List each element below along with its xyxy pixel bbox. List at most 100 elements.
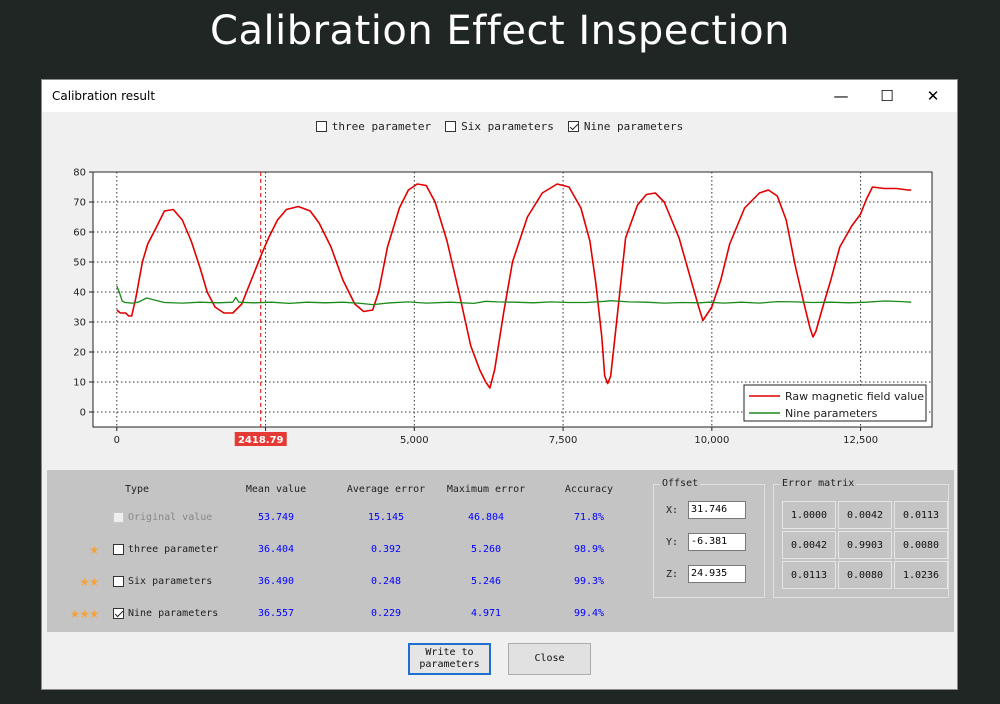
row-type[interactable]: Nine parameters bbox=[113, 608, 218, 619]
offset-x-row: X: 31.746 bbox=[666, 501, 747, 519]
title-bar: Calibration result — ☐ ✕ bbox=[42, 80, 957, 112]
six-parameters-checkbox[interactable] bbox=[445, 121, 457, 132]
series-toggle-bar: three parameter Six parameters Nine para… bbox=[42, 120, 957, 133]
legend-label: Nine parameters bbox=[785, 407, 878, 420]
y-tick-label: 50 bbox=[73, 258, 86, 269]
star-rating-icon: ★ bbox=[89, 539, 99, 558]
three-parameter-row-checkbox[interactable] bbox=[113, 544, 124, 555]
nine-parameters-checkbox[interactable] bbox=[567, 121, 579, 132]
toggle-six-parameters[interactable]: Six parameters bbox=[445, 120, 554, 133]
offset-x-field[interactable]: 31.746 bbox=[688, 501, 747, 519]
header-type: Type bbox=[124, 484, 150, 495]
y-tick-label: 0 bbox=[80, 408, 86, 419]
offset-z-field[interactable]: 24.935 bbox=[688, 565, 747, 583]
result-row-original: Original value 53.749 15.145 46.804 71.8… bbox=[47, 508, 647, 528]
offset-group: Offset X: 31.746 Y: -6.381 Z: 24.935 bbox=[653, 478, 765, 598]
header-average-error: Average error bbox=[346, 484, 426, 495]
average-error: 15.145 bbox=[367, 512, 405, 523]
row-type[interactable]: three parameter bbox=[113, 544, 218, 555]
header-mean-value: Mean value bbox=[245, 484, 307, 495]
offset-y-label: Y: bbox=[666, 536, 679, 548]
accuracy: 98.9% bbox=[573, 544, 605, 555]
row-type-label: Nine parameters bbox=[128, 608, 219, 619]
offset-x-label: X: bbox=[666, 504, 679, 516]
average-error: 0.248 bbox=[370, 576, 402, 587]
offset-y-field[interactable]: -6.381 bbox=[688, 533, 747, 551]
toggle-label: Nine parameters bbox=[583, 120, 684, 133]
star-rating-icon: ★★★ bbox=[70, 603, 99, 622]
matrix-cell: 0.0113 bbox=[782, 561, 836, 589]
six-parameters-row-checkbox[interactable] bbox=[113, 576, 124, 587]
maximum-error: 5.246 bbox=[470, 576, 502, 587]
toggle-label: three parameter bbox=[331, 120, 432, 133]
result-row-nine-parameters: ★★★ Nine parameters 36.557 0.229 4.971 9… bbox=[47, 604, 647, 624]
original-value-checkbox[interactable] bbox=[113, 512, 124, 523]
offset-y-row: Y: -6.381 bbox=[666, 533, 747, 551]
results-panel: Type Mean value Average error Maximum er… bbox=[47, 470, 954, 632]
toggle-label: Six parameters bbox=[461, 120, 554, 133]
header-maximum-error: Maximum error bbox=[446, 484, 526, 495]
matrix-cell: 0.0113 bbox=[894, 501, 948, 529]
maximum-error: 5.260 bbox=[470, 544, 502, 555]
mean-value: 36.557 bbox=[257, 608, 295, 619]
y-tick-label: 10 bbox=[73, 378, 86, 389]
nine-parameters-row-checkbox[interactable] bbox=[113, 608, 124, 619]
maximize-button[interactable]: ☐ bbox=[880, 87, 894, 105]
rating: ★ bbox=[47, 540, 99, 560]
calibration-result-window: Calibration result — ☐ ✕ three parameter… bbox=[41, 79, 958, 690]
row-type[interactable]: Six parameters bbox=[113, 576, 212, 587]
write-to-parameters-button[interactable]: Write to parameters bbox=[408, 643, 491, 675]
window-title: Calibration result bbox=[52, 89, 156, 103]
matrix-cell: 0.0042 bbox=[838, 501, 892, 529]
average-error: 0.229 bbox=[370, 608, 402, 619]
y-tick-label: 40 bbox=[73, 288, 86, 299]
offset-z-label: Z: bbox=[666, 568, 679, 580]
x-tick-label: 12,500 bbox=[843, 435, 878, 446]
toggle-three-parameter[interactable]: three parameter bbox=[315, 120, 432, 133]
result-row-three-parameter: ★ three parameter 36.404 0.392 5.260 98.… bbox=[47, 540, 647, 560]
y-tick-label: 30 bbox=[73, 318, 86, 329]
toggle-nine-parameters[interactable]: Nine parameters bbox=[567, 120, 684, 133]
row-type-label: three parameter bbox=[128, 544, 219, 555]
x-tick-label: 5,000 bbox=[400, 435, 429, 446]
minimize-button[interactable]: — bbox=[833, 87, 849, 105]
raw-magnetic-series-line bbox=[116, 183, 912, 389]
three-parameter-checkbox[interactable] bbox=[315, 121, 327, 132]
maximum-error: 4.971 bbox=[470, 608, 502, 619]
rating: ★★ bbox=[47, 572, 99, 592]
accuracy: 99.4% bbox=[573, 608, 605, 619]
nine-parameters-series-line bbox=[116, 285, 912, 306]
matrix-cell: 0.0080 bbox=[838, 561, 892, 589]
y-tick-label: 20 bbox=[73, 348, 86, 359]
mean-value: 36.490 bbox=[257, 576, 295, 587]
error-matrix-label: Error matrix bbox=[780, 478, 857, 489]
matrix-cell: 1.0236 bbox=[894, 561, 948, 589]
row-type[interactable]: Original value bbox=[113, 512, 212, 523]
row-type-label: Six parameters bbox=[128, 576, 213, 587]
cursor-label: 2418.79 bbox=[238, 435, 284, 446]
offset-z-row: Z: 24.935 bbox=[666, 565, 747, 583]
legend-label: Raw magnetic field value bbox=[785, 390, 924, 403]
accuracy: 99.3% bbox=[573, 576, 605, 587]
close-window-button[interactable]: ✕ bbox=[926, 87, 940, 105]
cursor-label-bg bbox=[234, 432, 287, 446]
row-type-label: Original value bbox=[128, 512, 213, 523]
page-title: Calibration Effect Inspection bbox=[210, 8, 790, 54]
y-tick-label: 70 bbox=[73, 198, 86, 209]
legend-box bbox=[743, 384, 927, 422]
y-tick-label: 60 bbox=[73, 228, 86, 239]
matrix-cell: 0.9903 bbox=[838, 531, 892, 559]
result-row-six-parameters: ★★ Six parameters 36.490 0.248 5.246 99.… bbox=[47, 572, 647, 592]
close-button[interactable]: Close bbox=[508, 643, 591, 675]
y-tick-label: 80 bbox=[73, 168, 86, 179]
matrix-cell: 0.0042 bbox=[782, 531, 836, 559]
x-tick-label: 10,000 bbox=[694, 435, 729, 446]
matrix-cell: 0.0080 bbox=[894, 531, 948, 559]
rating: ★★★ bbox=[47, 604, 99, 624]
maximum-error: 46.804 bbox=[467, 512, 505, 523]
header-accuracy: Accuracy bbox=[564, 484, 614, 495]
x-tick-label: 0 bbox=[114, 435, 120, 446]
error-matrix-group: Error matrix 1.0000 0.0042 0.0113 0.0042… bbox=[773, 478, 949, 598]
calibration-chart[interactable]: 02,5005,0007,50010,00012,500010203040506… bbox=[42, 80, 957, 460]
average-error: 0.392 bbox=[370, 544, 402, 555]
